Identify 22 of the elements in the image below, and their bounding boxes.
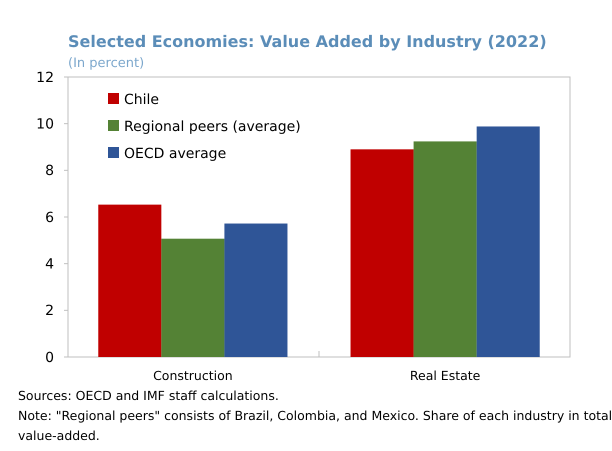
x-tick-label: Construction [153,368,233,383]
x-tick-label: Real Estate [410,368,481,383]
chart-subtitle: (In percent) [68,56,144,71]
y-tick-label: 4 [45,256,54,273]
bar [98,204,162,357]
note-text: Sources: OECD and IMF staff calculations. [18,387,280,405]
y-tick-label: 8 [45,163,54,180]
y-tick-label: 10 [36,116,54,133]
legend-label: Regional peers (average) [124,118,301,135]
legend-label: OECD average [124,146,226,162]
y-tick-label: 2 [45,303,54,320]
bar [224,224,288,357]
bar [476,126,540,357]
y-tick-label: 12 [36,70,54,86]
bar [161,238,224,357]
bar [414,141,477,357]
bar [350,149,414,357]
y-tick-label: 0 [45,350,54,366]
note-text: Note: "Regional peers" consists of Brazil, Colombia, and Mexico. Share of each industry in total value-added. [18,407,612,445]
y-tick-label: 6 [45,210,54,226]
chart-title: Selected Economies: Value Added by Industry (2022) [68,32,547,51]
legend-label: Chile [124,92,160,108]
